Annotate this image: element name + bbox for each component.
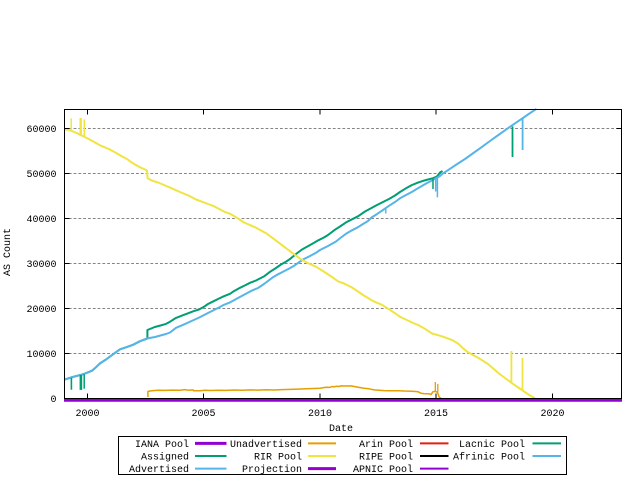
svg-text:Advertised: Advertised bbox=[129, 464, 189, 476]
svg-text:IANA Pool: IANA Pool bbox=[135, 439, 189, 451]
svg-text:10000: 10000 bbox=[26, 350, 56, 361]
svg-text:Projection: Projection bbox=[242, 464, 302, 476]
svg-text:2000: 2000 bbox=[75, 409, 99, 420]
svg-text:50000: 50000 bbox=[26, 170, 56, 181]
svg-text:AS Count: AS Count bbox=[3, 228, 14, 276]
svg-text:RIPE Pool: RIPE Pool bbox=[359, 452, 413, 464]
svg-text:Lacnic Pool: Lacnic Pool bbox=[459, 439, 525, 451]
svg-text:Date: Date bbox=[329, 424, 353, 435]
svg-text:Unadvertised: Unadvertised bbox=[230, 439, 302, 451]
svg-text:60000: 60000 bbox=[26, 125, 56, 136]
svg-text:Arin Pool: Arin Pool bbox=[359, 439, 413, 451]
svg-text:40000: 40000 bbox=[26, 215, 56, 226]
svg-text:Afrinic Pool: Afrinic Pool bbox=[453, 452, 525, 464]
svg-text:2020: 2020 bbox=[540, 409, 564, 420]
svg-text:Assigned: Assigned bbox=[141, 452, 189, 464]
svg-text:RIR Pool: RIR Pool bbox=[254, 452, 302, 464]
svg-text:2015: 2015 bbox=[424, 409, 448, 420]
svg-text:0: 0 bbox=[50, 395, 56, 406]
svg-text:30000: 30000 bbox=[26, 260, 56, 271]
svg-text:2005: 2005 bbox=[191, 409, 215, 420]
svg-text:APNIC Pool: APNIC Pool bbox=[353, 464, 413, 476]
svg-text:2010: 2010 bbox=[308, 409, 332, 420]
svg-text:20000: 20000 bbox=[26, 305, 56, 316]
